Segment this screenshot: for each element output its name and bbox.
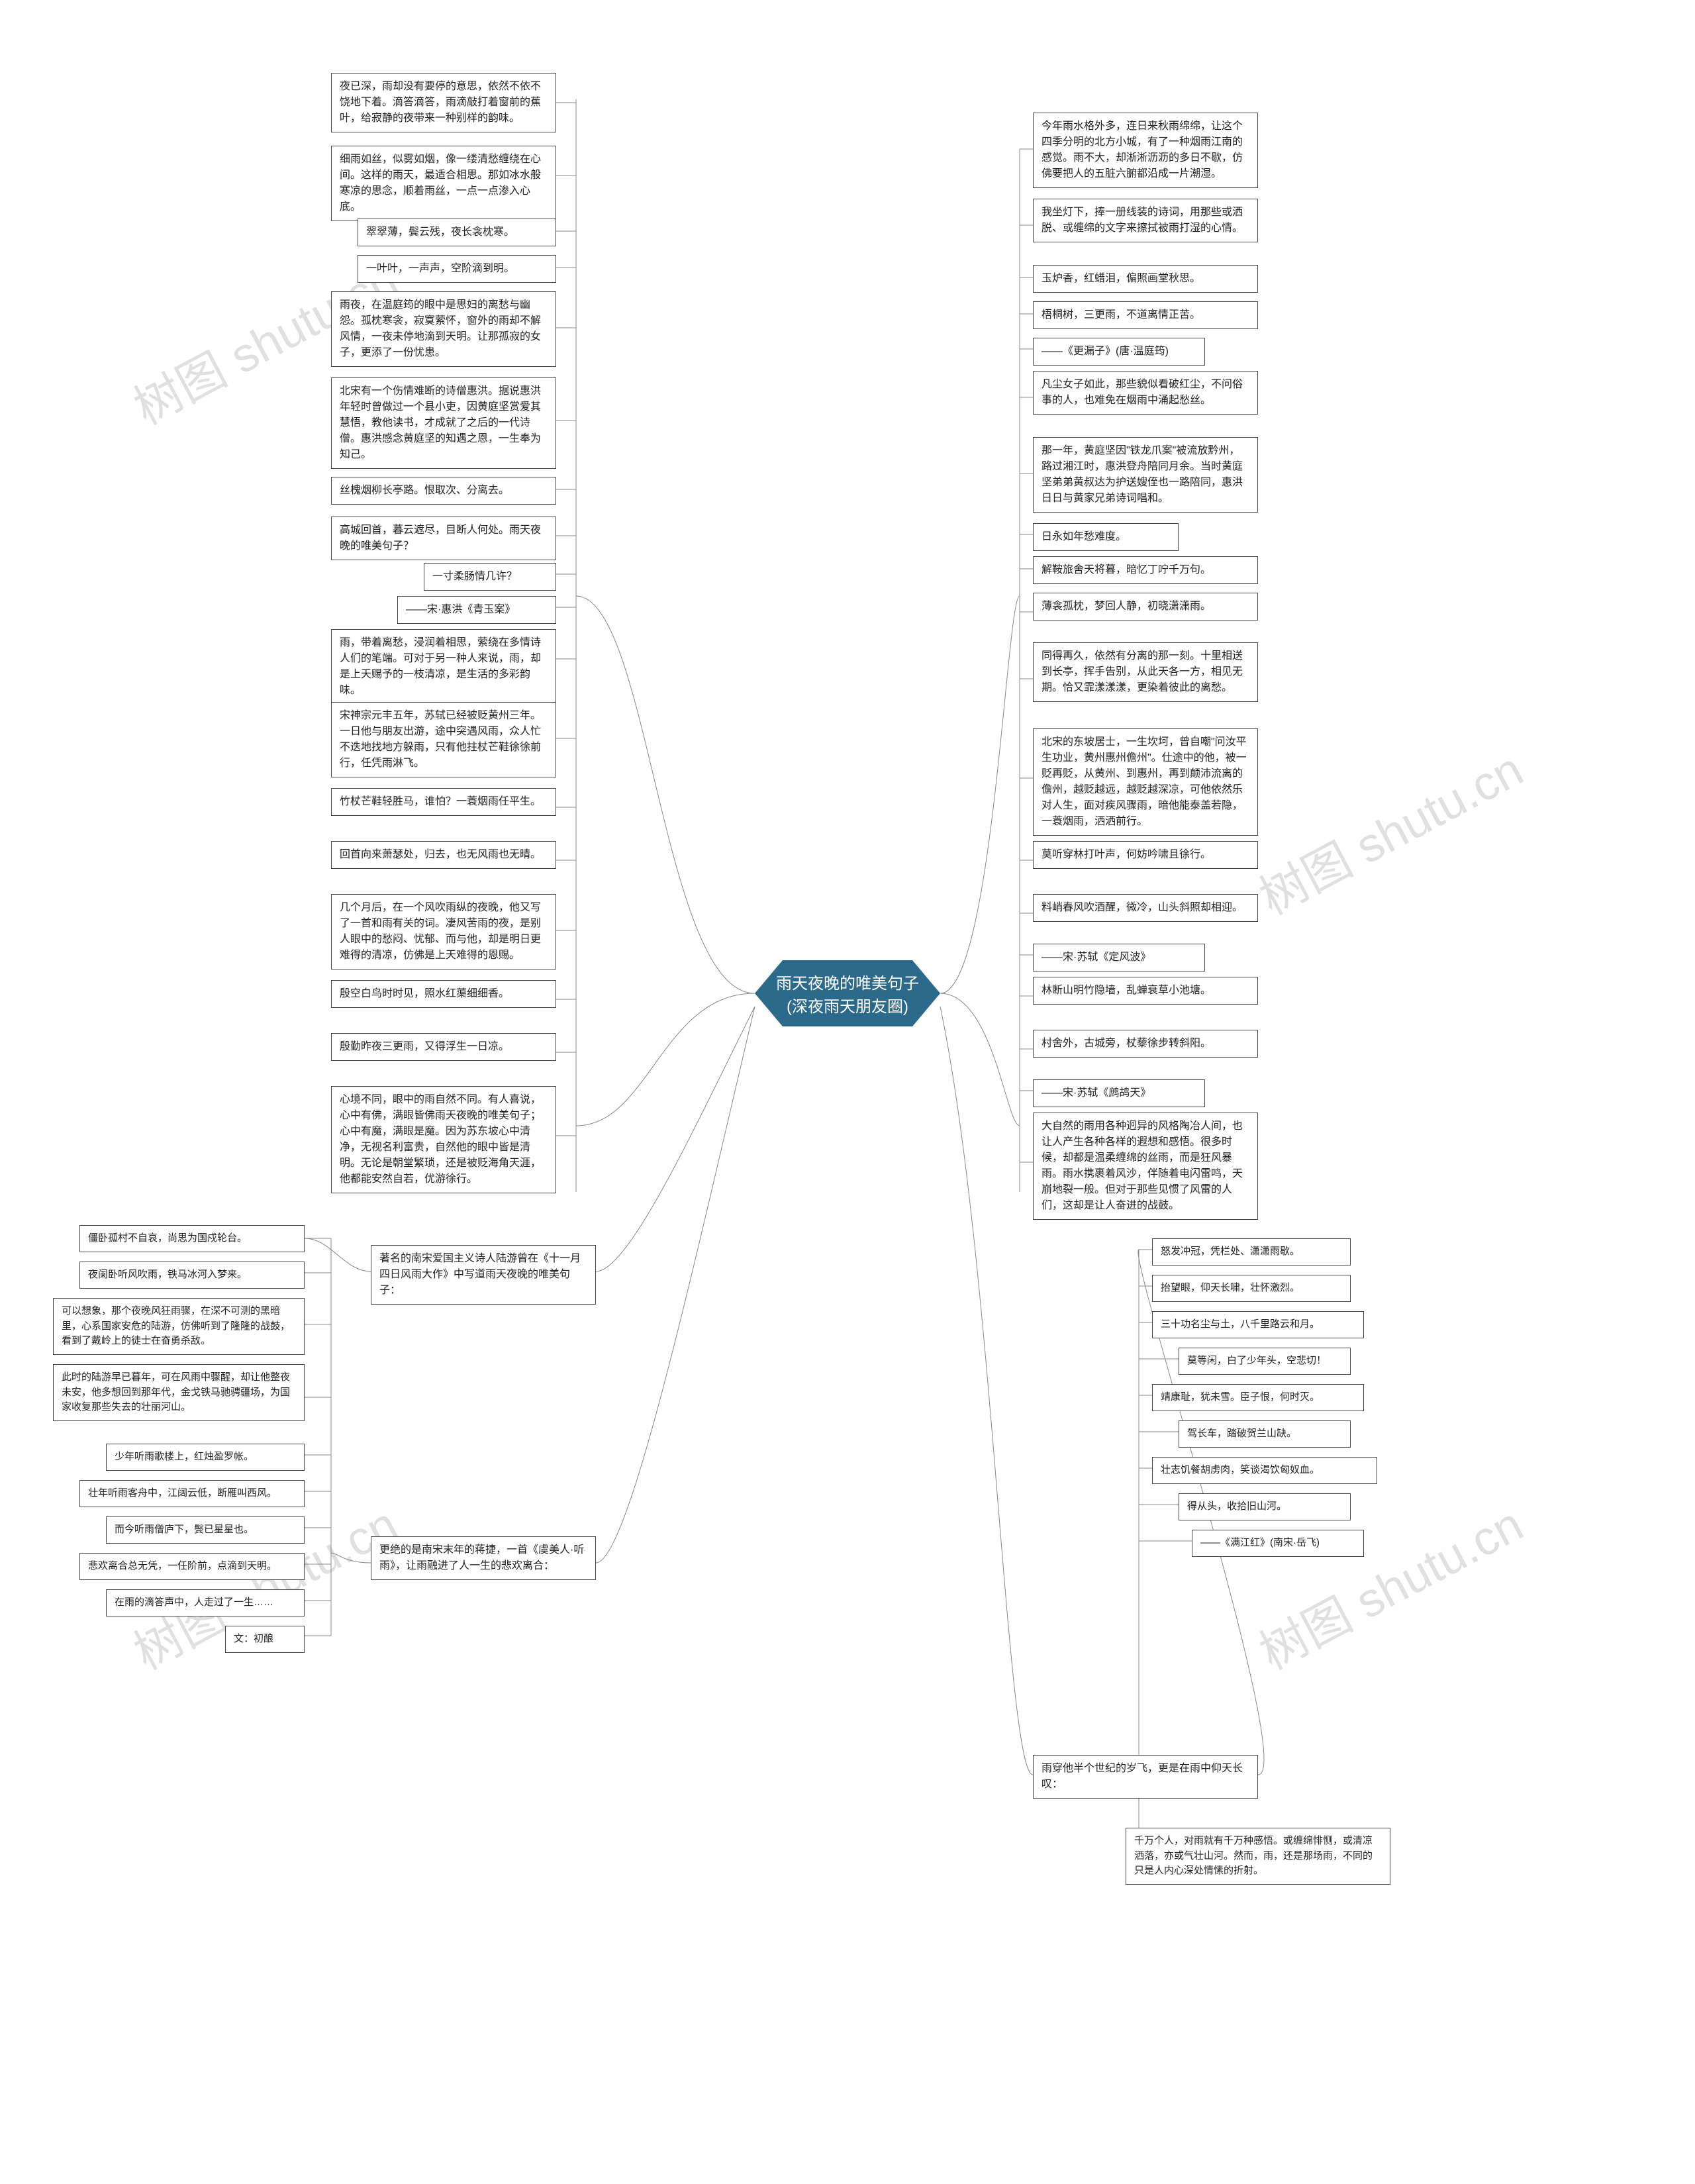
watermark: 树图 shutu.cn: [1245, 731, 1533, 928]
node: 日永如年愁难度。: [1033, 523, 1179, 551]
node: 我坐灯下，捧一册线装的诗词，用那些或洒脱、或缠绵的文字来擦拭被雨打湿的心情。: [1033, 199, 1258, 242]
mindmap-page: 树图 shutu.cn 树图 shutu.cn 树图 shutu.cn 树图 s…: [0, 0, 1695, 2184]
node: 雨夜，在温庭筠的眼中是思妇的离愁与幽怨。孤枕寒衾，寂寞萦怀，窗外的雨却不解风情，…: [331, 291, 556, 367]
node: 村舍外，古城旁，杖藜徐步转斜阳。: [1033, 1030, 1258, 1058]
node: 更绝的是南宋末年的蒋捷，一首《虞美人·听雨》，让雨融进了人一生的悲欢离合：: [371, 1536, 596, 1580]
node: 壮年听雨客舟中，江阔云低，断雁叫西风。: [79, 1480, 305, 1507]
node: 料峭春风吹酒醒，微冷，山头斜照却相迎。: [1033, 894, 1258, 922]
node: 一寸柔肠情几许？: [424, 563, 556, 591]
node: 殷空白鸟时时见，照水红蕖细细香。: [331, 980, 556, 1008]
node: 雨，带着离愁，浸润着相思，萦绕在多情诗人们的笔端。可对于另一种人来说，雨，却是上…: [331, 629, 556, 705]
node: 僵卧孤村不自哀，尚思为国戍轮台。: [79, 1225, 305, 1252]
node: 北宋的东坡居士，一生坎坷，曾自嘲"问汝平生功业，黄州惠州儋州"。仕途中的他，被一…: [1033, 728, 1258, 836]
node: 北宋有一个伤情难断的诗僧惠洪。据说惠洪年轻时曾做过一个县小吏，因黄庭坚赏爱其慧悟…: [331, 377, 556, 469]
node: 今年雨水格外多，连日来秋雨绵绵，让这个四季分明的北方小城，有了一种烟雨江南的感觉…: [1033, 113, 1258, 188]
node: ——宋·惠洪《青玉案》: [397, 596, 556, 624]
node: 千万个人，对雨就有千万种感悟。或缠绵悱恻，或清凉洒落，亦或气壮山河。然而，雨，还…: [1126, 1828, 1390, 1885]
node: 文：初酿: [225, 1626, 305, 1653]
node: 靖康耻，犹未雪。臣子恨，何时灭。: [1152, 1384, 1364, 1411]
node: 心境不同，眼中的雨自然不同。有人喜说，心中有佛，满眼皆佛雨天夜晚的唯美句子；心中…: [331, 1086, 556, 1193]
node: 夜阑卧听风吹雨，铁马冰河入梦来。: [79, 1262, 305, 1289]
node: 得从头，收拾旧山河。: [1179, 1493, 1351, 1520]
node: 林断山明竹隐墙，乱蝉衰草小池塘。: [1033, 977, 1258, 1005]
node: 宋神宗元丰五年，苏轼已经被贬黄州三年。一日他与朋友出游，途中突遇风雨，众人忙不迭…: [331, 702, 556, 777]
node: 著名的南宋爱国主义诗人陆游曾在《十一月四日风雨大作》中写道雨天夜晚的唯美句子：: [371, 1245, 596, 1305]
node: 那一年，黄庭坚因"铁龙爪案"被流放黔州，路过湘江时，惠洪登舟陪同月余。当时黄庭坚…: [1033, 437, 1258, 513]
node: 雨穿他半个世纪的岁飞，更是在雨中仰天长叹：: [1033, 1755, 1258, 1799]
node: 细雨如丝，似雾如烟，像一缕清愁缠绕在心间。这样的雨天，最适合相思。那如冰水般寒凉…: [331, 146, 556, 221]
node: 莫等闲，白了少年头，空悲切！: [1179, 1348, 1351, 1375]
connectors: [0, 0, 1695, 2184]
node: 此时的陆游早已暮年，可在风雨中骤醒，却让他整夜未安，他多想回到那年代，金戈铁马驰…: [53, 1364, 305, 1421]
node: 在雨的滴答声中，人走过了一生……: [106, 1589, 305, 1616]
node: 莫听穿林打叶声，何妨吟啸且徐行。: [1033, 841, 1258, 869]
node: 凡尘女子如此，那些貌似看破红尘，不问俗事的人，也难免在烟雨中涌起愁丝。: [1033, 371, 1258, 415]
node: 回首向来萧瑟处，归去，也无风雨也无晴。: [331, 841, 556, 869]
node: 玉炉香，红蜡泪，偏照画堂秋思。: [1033, 265, 1258, 293]
node: 几个月后，在一个风吹雨纵的夜晚，他又写了一首和雨有关的词。凄风苦雨的夜，是别人眼…: [331, 894, 556, 969]
node: ——宋·苏轼《定风波》: [1033, 944, 1205, 971]
node: 少年听雨歌楼上，红烛盈罗帐。: [106, 1444, 305, 1471]
node: ——宋·苏轼《鹧鸪天》: [1033, 1079, 1205, 1107]
node: 怒发冲冠，凭栏处、潇潇雨歇。: [1152, 1238, 1351, 1266]
node: ——《更漏子》(唐·温庭筠): [1033, 338, 1205, 366]
node: 悲欢离合总无凭，一任阶前，点滴到天明。: [79, 1553, 305, 1580]
node: 梧桐树，三更雨，不道离情正苦。: [1033, 301, 1258, 329]
node: 大自然的雨用各种迥异的风格陶冶人间，也让人产生各种各样的遐想和感悟。很多时候，却…: [1033, 1113, 1258, 1220]
node: 竹杖芒鞋轻胜马，谁怕？一蓑烟雨任平生。: [331, 788, 556, 816]
node: ——《满江红》(南宋·岳飞): [1192, 1530, 1364, 1557]
node: 殷勤昨夜三更雨，又得浮生一日凉。: [331, 1033, 556, 1061]
node: 同得再久，依然有分离的那一刻。十里相送到长亭，挥手告别，从此天各一方，相见无期。…: [1033, 642, 1258, 702]
watermark: 树图 shutu.cn: [120, 1486, 407, 1683]
node: 高城回首，暮云遮尽，目断人何处。雨天夜晚的唯美句子？: [331, 517, 556, 560]
node: 夜已深，雨却没有要停的意思，依然不依不饶地下着。滴答滴答，雨滴敲打着窗前的蕉叶，…: [331, 73, 556, 132]
center-topic: 雨天夜晚的唯美句子(深夜雨天朋友圈): [755, 960, 940, 1026]
node: 壮志饥餐胡虏肉，笑谈渴饮匈奴血。: [1152, 1457, 1377, 1484]
node: 一叶叶，一声声，空阶滴到明。: [358, 255, 556, 283]
node: 三十功名尘与土，八千里路云和月。: [1152, 1311, 1364, 1338]
node: 可以想象，那个夜晚风狂雨骤，在深不可测的黑暗里，心系国家安危的陆游，仿佛听到了隆…: [53, 1298, 305, 1355]
node: 而今听雨僧庐下，鬓已星星也。: [106, 1516, 305, 1544]
node: 驾长车，踏破贺兰山缺。: [1179, 1420, 1351, 1448]
node: 丝槐烟柳长亭路。恨取次、分离去。: [331, 477, 556, 505]
node: 薄衾孤枕，梦回人静，初晓潇潇雨。: [1033, 593, 1258, 620]
node: 翠翠薄，鬓云残，夜长衾枕寒。: [358, 219, 556, 246]
node: 抬望眼，仰天长啸，壮怀激烈。: [1152, 1275, 1351, 1302]
node: 解鞍旅舍天将暮，暗忆丁咛千万句。: [1033, 556, 1258, 584]
